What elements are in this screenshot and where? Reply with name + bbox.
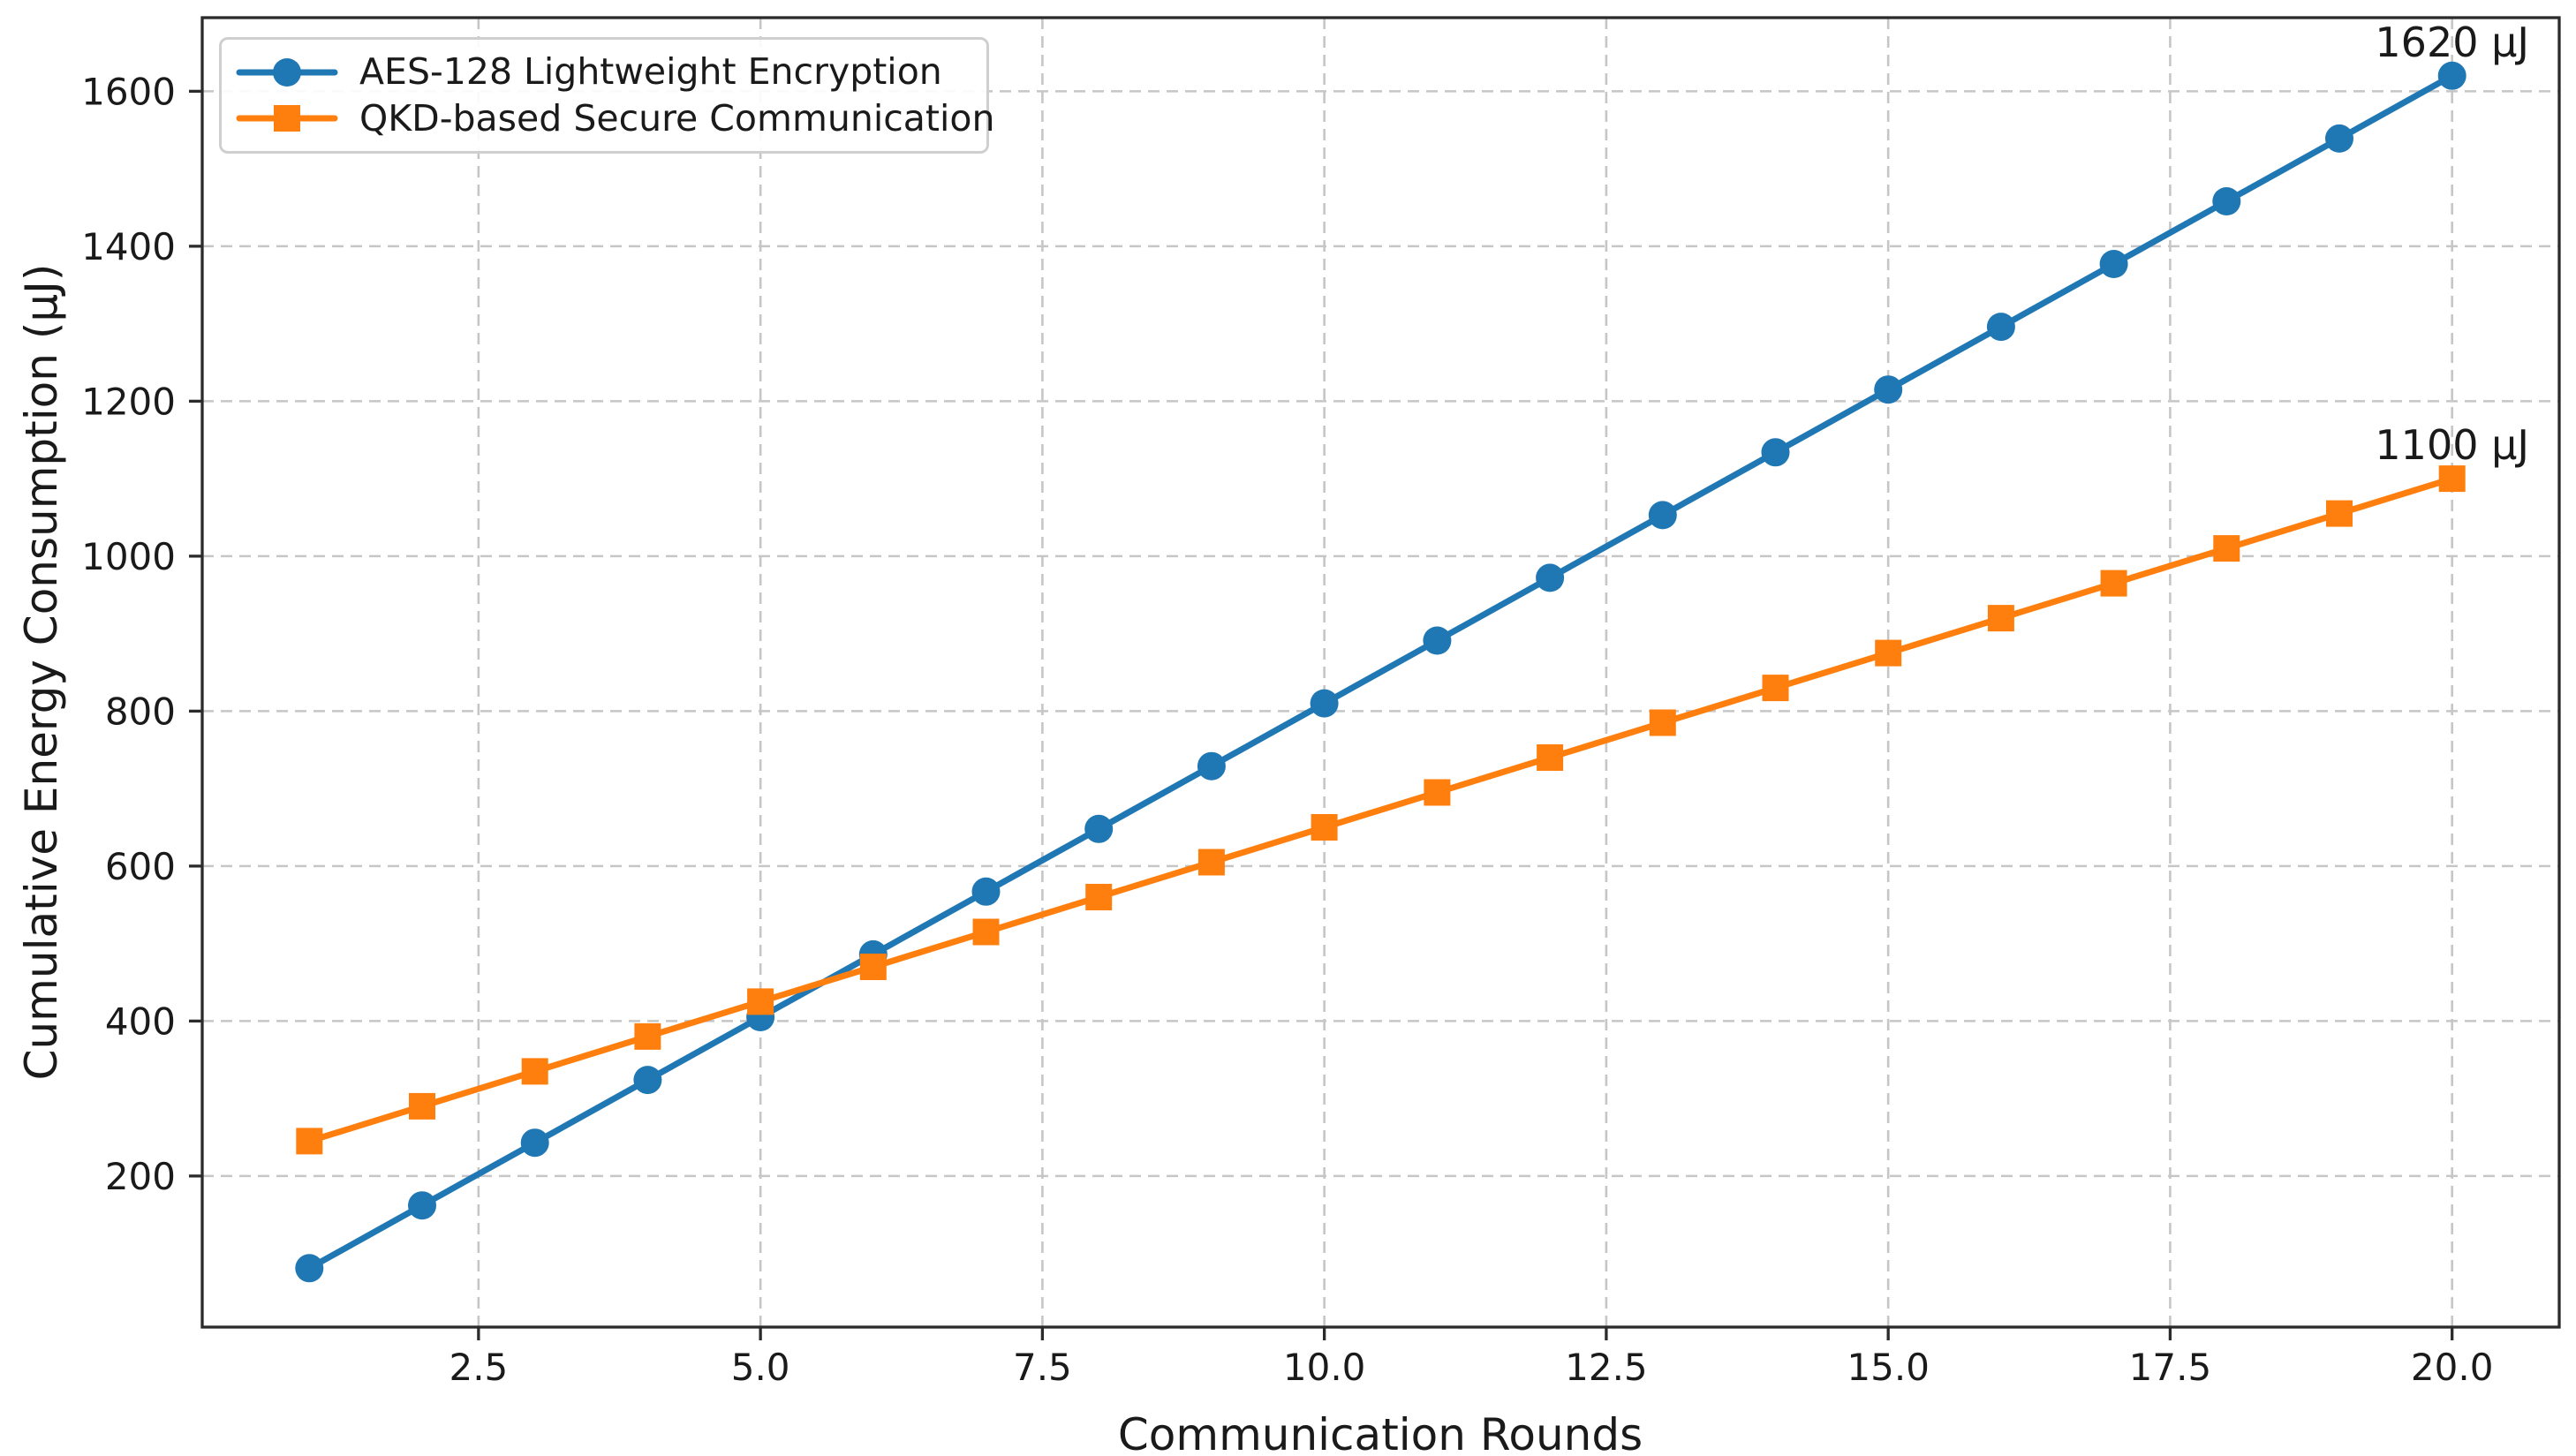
y-tick-label: 1400 [81, 225, 176, 268]
legend-item-aes: AES-128 Lightweight Encryption [234, 53, 969, 92]
data-point [634, 1022, 661, 1050]
data-point [1875, 639, 1902, 667]
plot-border [200, 16, 2561, 1329]
x-tick-label: 7.5 [1013, 1346, 1072, 1389]
x-tick-label: 12.5 [1565, 1346, 1648, 1389]
data-point [1761, 438, 1790, 467]
data-point [2326, 500, 2353, 527]
data-point [1197, 849, 1225, 876]
y-tick-label: 800 [105, 690, 176, 733]
data-point [2438, 465, 2466, 493]
y-tick-label: 1200 [81, 380, 176, 423]
y-tick-label: 200 [105, 1155, 176, 1198]
data-point [747, 988, 774, 1015]
data-point [972, 918, 1000, 946]
data-point [1537, 744, 1564, 771]
data-point [520, 1128, 549, 1158]
y-tick-label: 1600 [81, 70, 176, 113]
data-point [1197, 751, 1226, 781]
legend-label-qkd: QKD-based Secure Communication [359, 96, 995, 140]
legend-line-square-icon [236, 105, 338, 132]
annotation: 1100 µJ [2375, 421, 2529, 469]
data-point [1648, 501, 1677, 530]
y-tick-label: 400 [105, 1000, 176, 1043]
data-point [1424, 779, 1451, 806]
data-point [2437, 61, 2466, 90]
data-point [295, 1254, 324, 1283]
x-tick-label: 20.0 [2411, 1346, 2494, 1389]
data-point [409, 1092, 435, 1120]
legend-label-aes: AES-128 Lightweight Encryption [359, 50, 942, 94]
data-point [633, 1066, 662, 1095]
data-point [2213, 535, 2240, 562]
y-tick-label: 1000 [81, 535, 176, 578]
x-tick-label: 15.0 [1847, 1346, 1930, 1389]
data-point [296, 1128, 323, 1155]
data-point [1762, 675, 1789, 702]
data-point [2100, 570, 2127, 597]
series-line-0 [306, 72, 2456, 1271]
legend: AES-128 Lightweight Encryption QKD-based… [219, 37, 994, 154]
data-point [1310, 689, 1339, 718]
legend-line-circle-icon [236, 57, 338, 87]
y-tick-label: 600 [105, 845, 176, 888]
data-point [1987, 605, 2014, 632]
data-point [2099, 250, 2128, 278]
data-point [408, 1191, 436, 1220]
data-point [1084, 814, 1114, 843]
x-tick-label: 5.0 [731, 1346, 790, 1389]
data-point [521, 1058, 548, 1085]
legend-item-qkd: QKD-based Secure Communication [234, 99, 994, 138]
data-point [1311, 814, 1338, 841]
data-point [1085, 884, 1113, 910]
x-tick-label: 10.0 [1283, 1346, 1366, 1389]
x-tick-label: 17.5 [2129, 1346, 2212, 1389]
data-point [1986, 313, 2015, 342]
data-point [971, 877, 1001, 906]
data-point [1536, 563, 1565, 592]
series-line-1 [306, 475, 2456, 1144]
data-point [1649, 709, 1676, 736]
x-axis-title: Communication Rounds [1117, 1409, 1643, 1456]
data-point [859, 954, 887, 980]
data-point [1423, 626, 1452, 655]
data-point [1874, 375, 1903, 404]
data-point [2325, 124, 2353, 153]
y-axis-title: Cumulative Energy Consumption (µJ) [16, 263, 67, 1081]
annotation: 1620 µJ [2375, 19, 2529, 66]
x-tick-label: 2.5 [449, 1346, 508, 1389]
data-point [2212, 187, 2241, 215]
